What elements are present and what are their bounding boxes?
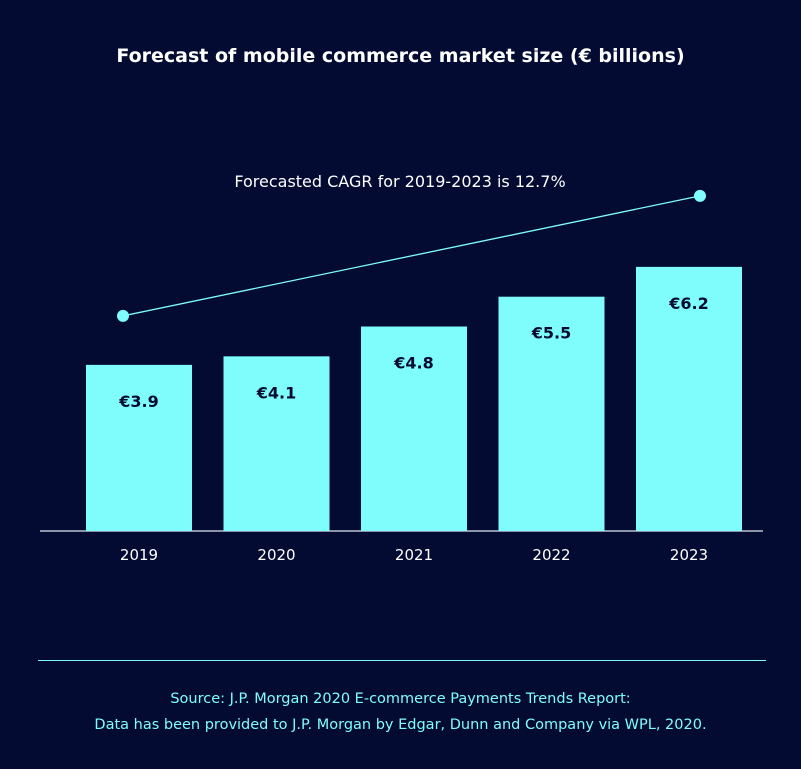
cagr-trend-start-dot [117, 309, 129, 322]
x-tick-label-2019: 2019 [120, 546, 158, 564]
value-label-2021: €4.8 [393, 354, 433, 373]
cagr-trend-line [122, 195, 701, 317]
x-tick-label-2020: 2020 [257, 546, 295, 564]
divider [38, 660, 766, 661]
source-line-2: Data has been provided to J.P. Morgan by… [94, 717, 707, 733]
chart-title: Forecast of mobile commerce market size … [116, 45, 685, 67]
bars-layer: €3.9 2019 €4.1 2020 €4.8 2021 €5.5 2022 €6.2 2023 [86, 266, 742, 564]
cagr-trend-end-dot [694, 189, 706, 202]
bar-chart: €3.9 2019 €4.1 2020 €4.8 2021 €5.5 2022 €6.2 2023… [40, 172, 763, 564]
bar-2019 [86, 364, 192, 531]
x-tick-label-2023: 2023 [670, 546, 708, 564]
value-label-2019: €3.9 [118, 392, 158, 411]
x-tick-label-2022: 2022 [532, 546, 570, 564]
bar-2023 [636, 266, 742, 531]
cagr-annotation: Forecasted CAGR for 2019-2023 is 12.7% [234, 172, 565, 191]
source-line-1: Source: J.P. Morgan 2020 E-commerce Paym… [170, 691, 631, 707]
bar-2021 [361, 326, 467, 531]
x-tick-label-2021: 2021 [395, 546, 433, 564]
value-label-2020: €4.1 [256, 383, 296, 402]
value-label-2023: €6.2 [668, 294, 708, 313]
bar-2020 [223, 356, 330, 531]
trend-layer [117, 189, 706, 322]
value-label-2022: €5.5 [531, 324, 571, 343]
bar-2022 [498, 296, 605, 531]
